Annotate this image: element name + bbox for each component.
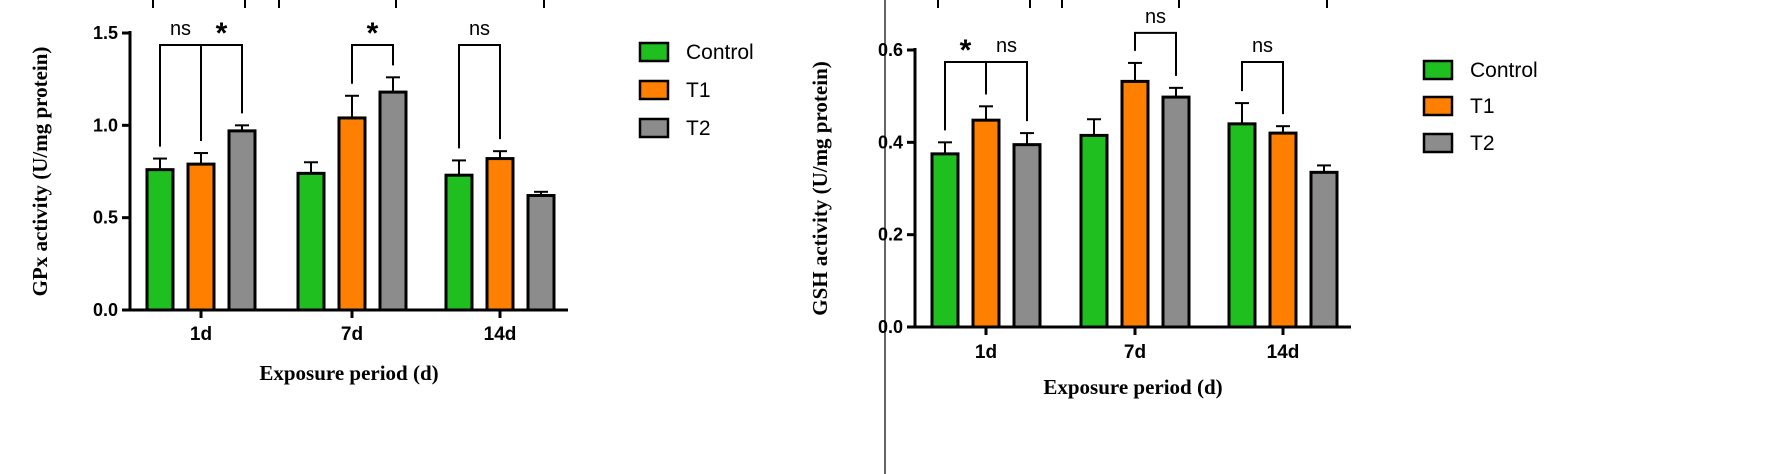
legend-swatch (1422, 132, 1454, 154)
y-axis-title: GSH activity (U/mg protein) (808, 61, 832, 316)
y-tick-label: 0.0 (878, 317, 903, 337)
x-tick-label: 1d (975, 342, 997, 363)
gsh-chart: 0.0 0.2 0.4 0.6 1d 7d 14d * ns ns ns Exposure perio… (808, 0, 1538, 399)
significance-label: ns (1145, 6, 1166, 28)
bar (1120, 79, 1150, 329)
bar (337, 116, 367, 312)
x-axis-title: Exposure period (d) (1043, 375, 1222, 399)
bar (1161, 95, 1191, 329)
significance-label: ns (469, 18, 490, 40)
x-tick-label: 14d (1267, 342, 1300, 363)
x-tick-label: 1d (190, 324, 212, 345)
significance-bracket (1241, 61, 1284, 115)
legend-label: T2 (1470, 132, 1495, 155)
significance-bracket (159, 44, 202, 147)
y-tick-label: 0.5 (93, 208, 118, 228)
y-tick-label: 0.4 (878, 132, 903, 152)
legend-swatch (638, 117, 670, 139)
bar (1079, 133, 1109, 329)
bar (1012, 143, 1042, 329)
significance-label: * (367, 17, 379, 50)
legend-label: Control (1470, 59, 1538, 82)
legend-swatch (638, 41, 670, 63)
x-tick-label: 14d (484, 324, 517, 345)
gpx-chart: 0.0 0.5 1.0 1.5 1d 7d 14d ns * * ns Exposure period… (28, 0, 754, 385)
significance-label: ns (170, 18, 191, 40)
bar (296, 171, 326, 312)
bar (971, 118, 1001, 329)
y-tick-label: 0.0 (93, 300, 118, 320)
legend-label: T1 (686, 79, 711, 102)
bar (930, 152, 960, 329)
significance-label: * (960, 34, 972, 67)
bar (378, 90, 408, 312)
bar (227, 129, 257, 312)
bar (485, 157, 515, 312)
y-tick-label: 0.2 (878, 225, 903, 245)
x-tick-label: 7d (1124, 342, 1146, 363)
legend-swatch (638, 79, 670, 101)
bar (444, 173, 474, 312)
significance-bracket (351, 44, 394, 84)
significance-bracket (985, 61, 1028, 122)
bar (1309, 170, 1339, 329)
legend-label: T2 (686, 117, 711, 140)
significance-label: ns (996, 35, 1017, 57)
significance-label: * (216, 17, 228, 50)
y-axis-title: GPx activity (U/mg protein) (28, 47, 52, 297)
y-tick-label: 1.0 (93, 115, 118, 135)
x-axis-title: Exposure period (d) (259, 361, 438, 385)
bar (1227, 122, 1257, 329)
legend-swatch (1422, 59, 1454, 81)
bar (526, 194, 556, 312)
y-tick-label: 0.6 (878, 40, 903, 60)
bar (145, 168, 175, 312)
legend-label: Control (686, 41, 754, 64)
significance-bracket (458, 44, 501, 149)
x-tick-label: 7d (341, 324, 363, 345)
bar (186, 162, 216, 312)
legend-label: T1 (1470, 95, 1495, 118)
y-tick-label: 1.5 (93, 23, 118, 43)
bar (1268, 131, 1298, 329)
legend-swatch (1422, 95, 1454, 117)
significance-bracket (200, 44, 243, 142)
significance-bracket (1134, 31, 1177, 76)
significance-label: ns (1252, 35, 1273, 57)
